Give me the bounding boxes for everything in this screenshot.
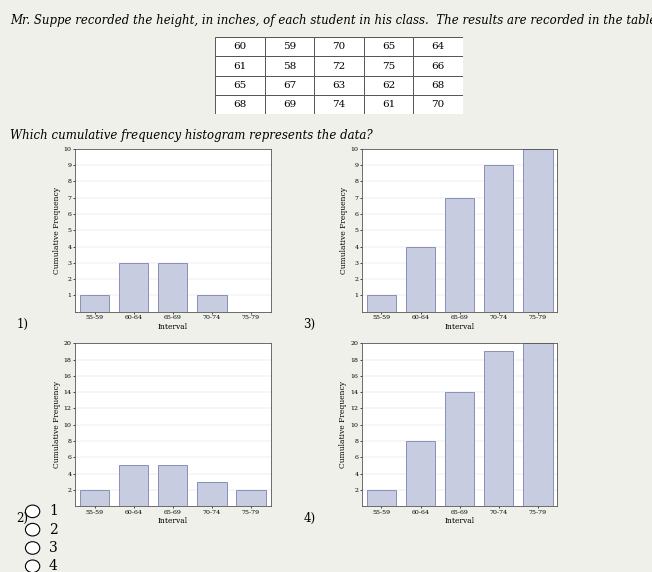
Y-axis label: Cumulative Frequency: Cumulative Frequency	[340, 381, 348, 468]
Text: 3): 3)	[303, 317, 316, 331]
FancyBboxPatch shape	[364, 95, 413, 114]
Text: 62: 62	[382, 81, 395, 90]
Bar	[366, 490, 396, 506]
Bar	[445, 392, 475, 506]
X-axis label: Interval: Interval	[445, 323, 475, 331]
Text: 58: 58	[283, 62, 296, 70]
Bar	[198, 482, 227, 506]
FancyBboxPatch shape	[215, 37, 265, 57]
FancyBboxPatch shape	[413, 37, 463, 57]
Bar	[406, 441, 436, 506]
Bar	[158, 466, 188, 506]
Text: 67: 67	[283, 81, 296, 90]
FancyBboxPatch shape	[265, 57, 314, 76]
FancyBboxPatch shape	[265, 37, 314, 57]
FancyBboxPatch shape	[413, 95, 463, 114]
FancyBboxPatch shape	[215, 76, 265, 95]
FancyBboxPatch shape	[215, 57, 265, 76]
Bar	[237, 490, 266, 506]
FancyBboxPatch shape	[314, 37, 364, 57]
Bar	[198, 295, 227, 312]
Bar	[80, 295, 110, 312]
FancyBboxPatch shape	[265, 95, 314, 114]
Bar	[484, 165, 514, 312]
Bar	[445, 197, 475, 312]
FancyBboxPatch shape	[314, 76, 364, 95]
Text: 68: 68	[233, 100, 246, 109]
Text: 64: 64	[432, 42, 445, 51]
Text: 4): 4)	[303, 512, 316, 525]
Bar	[524, 343, 553, 506]
Y-axis label: Cumulative Frequency: Cumulative Frequency	[53, 381, 61, 468]
FancyBboxPatch shape	[314, 57, 364, 76]
Text: 65: 65	[382, 42, 395, 51]
Text: Which cumulative frequency histogram represents the data?: Which cumulative frequency histogram rep…	[10, 129, 372, 142]
Text: 63: 63	[333, 81, 346, 90]
FancyBboxPatch shape	[413, 76, 463, 95]
FancyBboxPatch shape	[265, 76, 314, 95]
Bar	[80, 490, 110, 506]
Text: 61: 61	[233, 62, 246, 70]
Text: 1: 1	[49, 505, 58, 518]
FancyBboxPatch shape	[413, 57, 463, 76]
Text: 70: 70	[333, 42, 346, 51]
FancyBboxPatch shape	[364, 57, 413, 76]
X-axis label: Interval: Interval	[158, 518, 188, 526]
Text: 4: 4	[49, 559, 58, 572]
Bar	[119, 466, 149, 506]
Text: 70: 70	[432, 100, 445, 109]
Text: 66: 66	[432, 62, 445, 70]
X-axis label: Interval: Interval	[445, 518, 475, 526]
Y-axis label: Cumulative Frequency: Cumulative Frequency	[53, 186, 61, 274]
Text: 3: 3	[49, 541, 57, 555]
Text: 69: 69	[283, 100, 296, 109]
Text: 1): 1)	[16, 317, 28, 331]
X-axis label: Interval: Interval	[158, 323, 188, 331]
Text: 68: 68	[432, 81, 445, 90]
Text: 2: 2	[49, 523, 57, 537]
Y-axis label: Cumulative Frequency: Cumulative Frequency	[340, 186, 348, 274]
Text: 72: 72	[333, 62, 346, 70]
Bar	[366, 295, 396, 312]
FancyBboxPatch shape	[314, 95, 364, 114]
Text: 61: 61	[382, 100, 395, 109]
Bar	[484, 351, 514, 506]
Text: Mr. Suppe recorded the height, in inches, of each student in his class.  The res: Mr. Suppe recorded the height, in inches…	[10, 14, 652, 27]
Text: 65: 65	[233, 81, 246, 90]
Text: 59: 59	[283, 42, 296, 51]
Bar	[119, 263, 149, 312]
Bar	[524, 149, 553, 312]
Bar	[158, 263, 188, 312]
FancyBboxPatch shape	[215, 95, 265, 114]
Text: 75: 75	[382, 62, 395, 70]
Text: 74: 74	[333, 100, 346, 109]
FancyBboxPatch shape	[364, 76, 413, 95]
Text: 60: 60	[233, 42, 246, 51]
Bar	[406, 247, 436, 312]
FancyBboxPatch shape	[364, 37, 413, 57]
Text: 2): 2)	[16, 512, 28, 525]
